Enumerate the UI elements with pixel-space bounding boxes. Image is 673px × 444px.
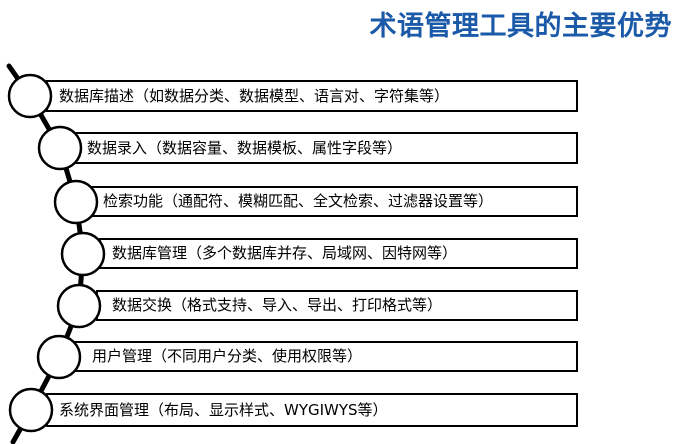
feature-box-label: 检索功能（通配符、模糊匹配、全文检索、过滤器设置等） <box>103 192 494 210</box>
chain-node-circle <box>60 231 106 277</box>
feature-box-user-management: 用户管理（不同用户分类、使用权限等） <box>74 341 578 372</box>
feature-box-search-functions: 检索功能（通配符、模糊匹配、全文检索、过滤器设置等） <box>87 186 578 217</box>
feature-box-ui-management: 系统界面管理（布局、显示样式、WYGIWYS等） <box>46 393 578 427</box>
feature-box-database-management: 数据库管理（多个数据库并存、局域网、因特网等） <box>99 238 578 269</box>
feature-box-label: 数据交换（格式支持、导入、导出、打印格式等） <box>112 296 443 314</box>
chain-node-circle <box>56 283 102 329</box>
feature-box-label: 数据库管理（多个数据库并存、局域网、因特网等） <box>112 244 458 262</box>
feature-box-database-description: 数据库描述（如数据分类、数据模型、语言对、字符集等） <box>46 80 578 112</box>
connector-line <box>6 63 86 444</box>
chain-node-circle <box>7 73 53 119</box>
page-title: 术语管理工具的主要优势 <box>369 11 672 42</box>
feature-box-label: 数据库描述（如数据分类、数据模型、语言对、字符集等） <box>59 86 450 105</box>
feature-box-label: 数据录入（数据容量、数据模板、属性字段等） <box>87 138 403 157</box>
feature-box-data-entry: 数据录入（数据容量、数据模板、属性字段等） <box>67 132 578 164</box>
feature-box-data-exchange: 数据交换（格式支持、导入、导出、打印格式等） <box>96 290 578 321</box>
feature-box-label: 用户管理（不同用户分类、使用权限等） <box>92 347 363 365</box>
feature-box-label: 系统界面管理（布局、显示样式、WYGIWYS等） <box>59 400 388 419</box>
